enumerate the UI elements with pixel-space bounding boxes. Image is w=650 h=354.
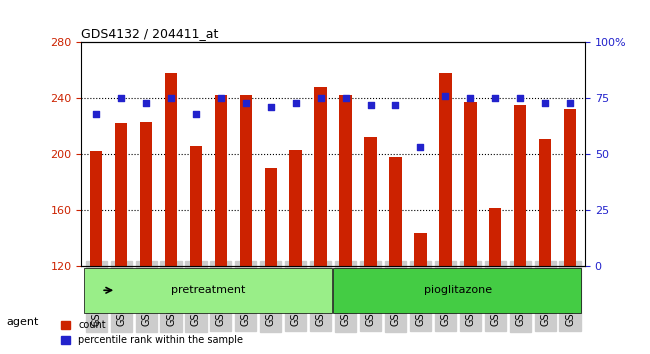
- Point: [190, 111, 201, 117]
- Text: pioglitazone: pioglitazone: [424, 285, 492, 295]
- Point: [91, 111, 101, 117]
- Bar: [240, 96, 252, 266]
- Point: [415, 144, 426, 150]
- Bar: [389, 157, 402, 266]
- Point: [390, 102, 400, 108]
- Point: [240, 100, 251, 105]
- Point: [141, 100, 151, 105]
- Legend: count, percentile rank within the sample: count, percentile rank within the sample: [57, 316, 247, 349]
- Point: [116, 96, 126, 101]
- Point: [465, 96, 476, 101]
- Bar: [214, 96, 227, 266]
- Bar: [514, 105, 526, 266]
- Bar: [289, 150, 302, 266]
- Bar: [414, 233, 426, 266]
- Bar: [90, 151, 103, 266]
- Point: [515, 96, 525, 101]
- Bar: [464, 102, 476, 266]
- Text: agent: agent: [6, 317, 39, 327]
- Bar: [439, 73, 452, 266]
- Bar: [115, 123, 127, 266]
- Point: [315, 96, 326, 101]
- Point: [166, 96, 176, 101]
- Bar: [140, 122, 152, 266]
- Point: [365, 102, 376, 108]
- Text: GDS4132 / 204411_at: GDS4132 / 204411_at: [81, 27, 218, 40]
- Text: pretreatment: pretreatment: [171, 285, 246, 295]
- Bar: [364, 137, 377, 266]
- Point: [540, 100, 551, 105]
- FancyBboxPatch shape: [333, 268, 581, 313]
- Point: [341, 96, 351, 101]
- Point: [565, 100, 575, 105]
- Bar: [489, 209, 501, 266]
- Bar: [165, 73, 177, 266]
- Bar: [564, 109, 577, 266]
- Point: [291, 100, 301, 105]
- Bar: [539, 139, 551, 266]
- FancyBboxPatch shape: [84, 268, 332, 313]
- Bar: [315, 87, 327, 266]
- Point: [490, 96, 501, 101]
- Point: [216, 96, 226, 101]
- Bar: [190, 145, 202, 266]
- Point: [440, 93, 450, 99]
- Point: [266, 104, 276, 110]
- Bar: [339, 96, 352, 266]
- Bar: [265, 168, 277, 266]
